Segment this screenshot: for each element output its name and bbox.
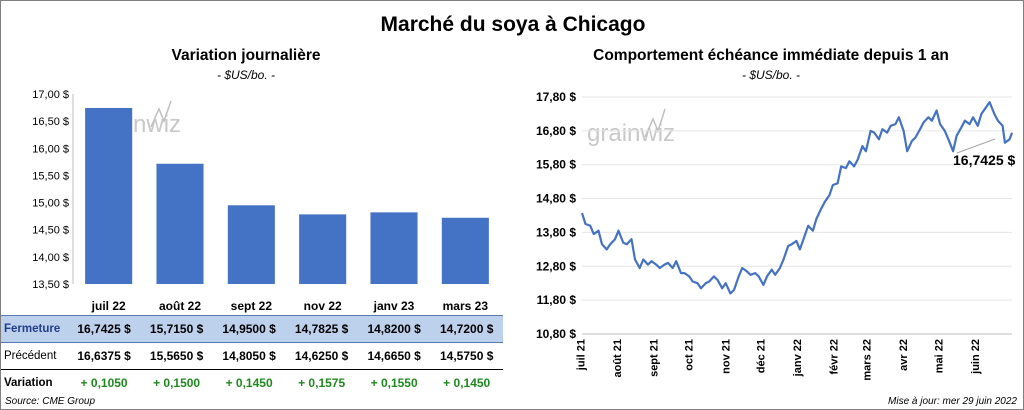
line-x-tick-label: avr 22 bbox=[898, 339, 910, 371]
bar-y-tick-label: 13,50 $ bbox=[32, 279, 69, 291]
table-cell: 16,7425 $ bbox=[67, 315, 141, 343]
left-chart-units: - $US/bo. - bbox=[216, 68, 276, 82]
row-label: Variation bbox=[4, 377, 53, 389]
line-x-tick-label: oct 21 bbox=[684, 339, 696, 371]
bar-x-tick-label: juil 22 bbox=[91, 299, 126, 313]
bar-x-tick-label: janv 23 bbox=[373, 299, 415, 313]
row-label: Précédent bbox=[1, 342, 68, 370]
table-cell: 14,8200 $ bbox=[357, 315, 431, 343]
line-x-tick-label: févr 22 bbox=[829, 339, 841, 374]
update-note: Mise à jour: mer 29 juin 2022 bbox=[888, 396, 1017, 407]
bar-y-tick-label: 14,00 $ bbox=[32, 252, 69, 264]
line-y-tick-label: 10,80 $ bbox=[536, 327, 576, 341]
table-cell: 14,9500 $ bbox=[212, 315, 286, 343]
page-title: Marché du soya à Chicago bbox=[380, 13, 646, 36]
bar-y-tick-label: 16,50 $ bbox=[32, 116, 69, 128]
table-cell: 15,7150 $ bbox=[140, 315, 213, 343]
row-label: Fermeture bbox=[1, 315, 68, 343]
bar-y-tick-label: 15,50 $ bbox=[32, 170, 69, 182]
table-row-precedent: Précédent 16,6375 $ 15,5650 $ 14,8050 $ … bbox=[1, 342, 503, 370]
left-chart-title: Variation journalière bbox=[171, 47, 321, 64]
bar bbox=[227, 205, 275, 284]
price-series-line bbox=[580, 100, 1014, 295]
bar-x-tick-label: sept 22 bbox=[231, 299, 273, 313]
line-x-tick-label: sept 21 bbox=[648, 339, 660, 377]
bar-y-tick-label: 16,00 $ bbox=[32, 143, 69, 155]
table-cell: 14,7200 $ bbox=[430, 315, 503, 343]
line-y-tick-label: 12,80 $ bbox=[536, 259, 576, 273]
bar-chart: grainwiz 13,50 $14,00 $14,50 $15,00 $15,… bbox=[32, 89, 489, 313]
table-cell: 14,7825 $ bbox=[285, 315, 358, 343]
bar bbox=[299, 214, 347, 284]
table-cell: 14,6250 $ bbox=[285, 342, 358, 370]
table-cell: + 0,1450 bbox=[443, 376, 491, 390]
line-x-tick-label: mars 22 bbox=[862, 339, 874, 381]
table-cell: + 0,1575 bbox=[298, 376, 346, 390]
bar-x-tick-label: mars 23 bbox=[443, 299, 489, 313]
table-cell: + 0,1500 bbox=[153, 376, 201, 390]
line-x-tick-label: juil 21 bbox=[575, 339, 587, 371]
table-cell: 15,5650 $ bbox=[140, 342, 213, 370]
last-value-label: 16,7425 $ bbox=[953, 152, 1015, 168]
table-cell: 14,5750 $ bbox=[430, 342, 503, 370]
table-cell: 16,6375 $ bbox=[67, 342, 141, 370]
futures-table: Fermeture 16,7425 $ 15,7150 $ 14,9500 $ … bbox=[1, 315, 503, 396]
table-cell: + 0,1550 bbox=[370, 376, 418, 390]
line-y-tick-label: 13,80 $ bbox=[536, 225, 576, 239]
line-y-tick-label: 16,80 $ bbox=[536, 124, 576, 138]
line-x-tick-label: juin 22 bbox=[970, 339, 982, 375]
bar bbox=[85, 107, 133, 284]
line-x-tick-label: août 21 bbox=[612, 339, 624, 378]
table-cell: 14,8050 $ bbox=[212, 342, 286, 370]
bar bbox=[156, 163, 204, 284]
bar-y-tick-label: 14,50 $ bbox=[32, 225, 69, 237]
table-cell: + 0,1450 bbox=[225, 376, 273, 390]
line-x-tick-label: nov 21 bbox=[720, 339, 732, 374]
bar bbox=[370, 212, 418, 284]
bar-x-tick-label: août 22 bbox=[159, 299, 201, 313]
line-y-tick-label: 14,80 $ bbox=[536, 192, 576, 206]
table-cell: + 0,1050 bbox=[80, 376, 128, 390]
line-chart: grainwiz 10,80 $ 11,80 $ 12,80 $ 13,80 $ 14,… bbox=[536, 90, 1016, 381]
last-value-leader bbox=[956, 138, 996, 154]
bar bbox=[441, 217, 489, 284]
line-y-tick-label: 15,80 $ bbox=[536, 158, 576, 172]
line-x-tick-label: déc 21 bbox=[756, 339, 768, 373]
line-y-tick-label: 17,80 $ bbox=[536, 90, 576, 104]
bar-y-tick-label: 15,00 $ bbox=[32, 198, 69, 210]
watermark-text: grainwiz bbox=[587, 120, 675, 147]
right-chart-title: Comportement échéance immédiate depuis 1… bbox=[593, 47, 949, 64]
right-chart-units: - $US/bo. - bbox=[741, 68, 801, 82]
table-cell: 14,6650 $ bbox=[357, 342, 431, 370]
bar-x-tick-label: nov 22 bbox=[304, 299, 342, 313]
table-row-variation: Variation + 0,1050 + 0,1500 + 0,1450 + 0… bbox=[1, 370, 503, 397]
line-x-tick-label: janv 22 bbox=[792, 339, 804, 377]
table-row-fermeture: Fermeture 16,7425 $ 15,7150 $ 14,9500 $ … bbox=[1, 315, 503, 343]
source-note: Source: CME Group bbox=[5, 396, 96, 407]
bar-y-tick-label: 17,00 $ bbox=[32, 89, 69, 101]
line-y-tick-label: 11,80 $ bbox=[537, 293, 577, 307]
line-x-tick-label: mai 22 bbox=[933, 339, 945, 373]
watermark-logo: grainwiz bbox=[587, 108, 675, 147]
